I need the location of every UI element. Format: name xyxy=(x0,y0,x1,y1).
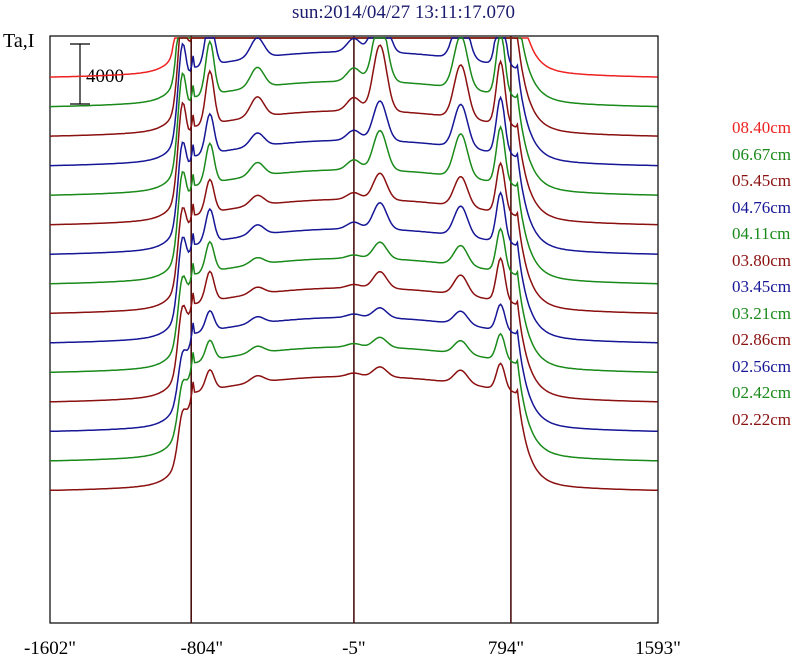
legend-item: 03.80cm xyxy=(732,250,792,270)
legend-item: 02.22cm xyxy=(732,409,792,429)
series-line-12 xyxy=(50,256,658,403)
series-line-8 xyxy=(50,125,658,285)
series-line-9 xyxy=(50,161,658,314)
legend-item: 02.42cm xyxy=(732,383,792,402)
legend-item: 03.45cm xyxy=(732,277,792,296)
x-tick-labels: -1602" -804" -5" 794" 1593" xyxy=(24,638,681,659)
legend-item: 04.76cm xyxy=(732,197,792,217)
series-line-4 xyxy=(50,37,658,167)
x-tick-label: 1593" xyxy=(635,638,681,659)
legend-item: 02.86cm xyxy=(732,330,792,349)
scale-bar: 4000 xyxy=(70,43,124,105)
series-line-11 xyxy=(49,227,658,374)
series-line-13 xyxy=(50,303,658,433)
series-line-6 xyxy=(49,44,658,226)
x-tick-label: 794" xyxy=(488,638,524,659)
legend-item: 03.21cm xyxy=(732,303,792,323)
legend-item: 08.40cm xyxy=(732,118,792,137)
legend-item: 04.11cm xyxy=(732,224,791,243)
series-line-7 xyxy=(50,95,658,255)
chart-title: sun:2014/04/27 13:11:17.070 xyxy=(291,2,516,23)
vertical-lines xyxy=(190,36,512,623)
series-group xyxy=(49,37,658,492)
series-line-10 xyxy=(50,190,658,344)
legend-item: 02.56cm xyxy=(732,356,792,376)
y-axis-label: Ta,I xyxy=(3,30,35,52)
legend-item: 06.67cm xyxy=(732,144,792,164)
x-tick-label: -5" xyxy=(342,638,366,659)
x-tick-label: -804" xyxy=(181,638,224,659)
series-line-5 xyxy=(50,37,658,196)
series-line-14 xyxy=(50,332,658,462)
x-tick-label: -1602" xyxy=(24,638,76,659)
legend-item: 05.45cm xyxy=(732,171,792,190)
series-line-15 xyxy=(50,362,658,492)
scale-bar-label: 4000 xyxy=(86,66,124,87)
